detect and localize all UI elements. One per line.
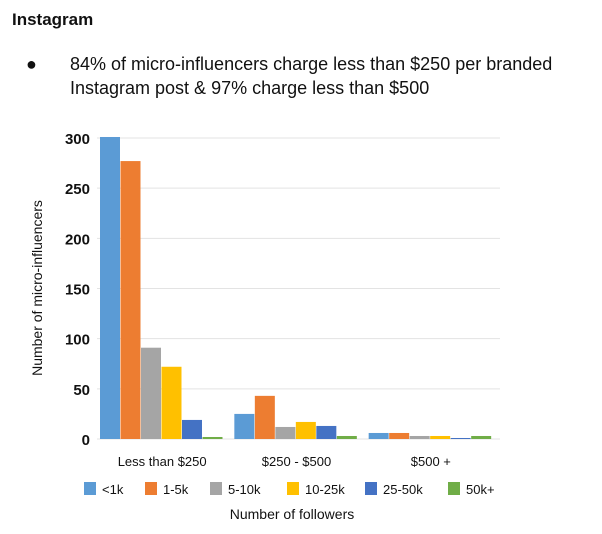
x-tick-label: $250 - $500 — [262, 454, 331, 469]
bar-25-50k — [450, 437, 471, 439]
bar-50k+ — [336, 435, 357, 439]
bar-25-50k — [182, 419, 202, 439]
legend-swatch — [84, 482, 96, 495]
y-tick-label: 0 — [82, 432, 90, 449]
legend-label: 10-25k — [305, 482, 345, 497]
bar-10-25k — [161, 366, 182, 439]
legend-swatch — [448, 482, 460, 495]
bar-25-50k — [316, 425, 337, 439]
bullet-text: 84% of micro-influencers charge less tha… — [70, 54, 553, 98]
bar-10-25k — [295, 421, 316, 439]
legend-swatch — [365, 482, 377, 495]
legend-label: 50k+ — [466, 482, 495, 497]
y-tick-label: 100 — [65, 332, 90, 349]
bar-5-10k — [141, 347, 161, 439]
legend-label: 1-5k — [163, 482, 189, 497]
bullet-dot: ● — [26, 54, 37, 74]
y-tick-label: 150 — [65, 282, 90, 299]
bar-<1k — [368, 432, 389, 439]
bar-1-5k — [254, 395, 275, 439]
bar-5-10k — [275, 426, 296, 439]
y-tick-label: 200 — [65, 231, 90, 248]
legend-label: <1k — [102, 482, 124, 497]
x-axis-label: Number of followers — [230, 506, 355, 522]
y-tick-label: 50 — [73, 382, 90, 399]
y-axis-label: Number of micro-influencers — [29, 200, 45, 376]
y-tick-label: 300 — [65, 131, 90, 148]
bar-<1k — [234, 413, 255, 439]
legend-swatch — [287, 482, 299, 495]
legend-swatch — [210, 482, 222, 495]
bar-50k+ — [471, 435, 492, 439]
x-tick-label: $500 + — [411, 454, 451, 469]
section-title: Instagram — [12, 10, 94, 29]
bar-1-5k — [389, 432, 410, 439]
bar-5-10k — [409, 435, 430, 439]
bar-10-25k — [430, 435, 451, 439]
y-tick-label: 250 — [65, 181, 90, 198]
legend-label: 25-50k — [383, 482, 423, 497]
bar-1-5k — [120, 161, 141, 439]
x-tick-label: Less than $250 — [118, 454, 207, 469]
legend-swatch — [145, 482, 157, 495]
legend-label: 5-10k — [228, 482, 261, 497]
bar-50k+ — [202, 436, 223, 439]
bar-<1k — [100, 136, 120, 439]
